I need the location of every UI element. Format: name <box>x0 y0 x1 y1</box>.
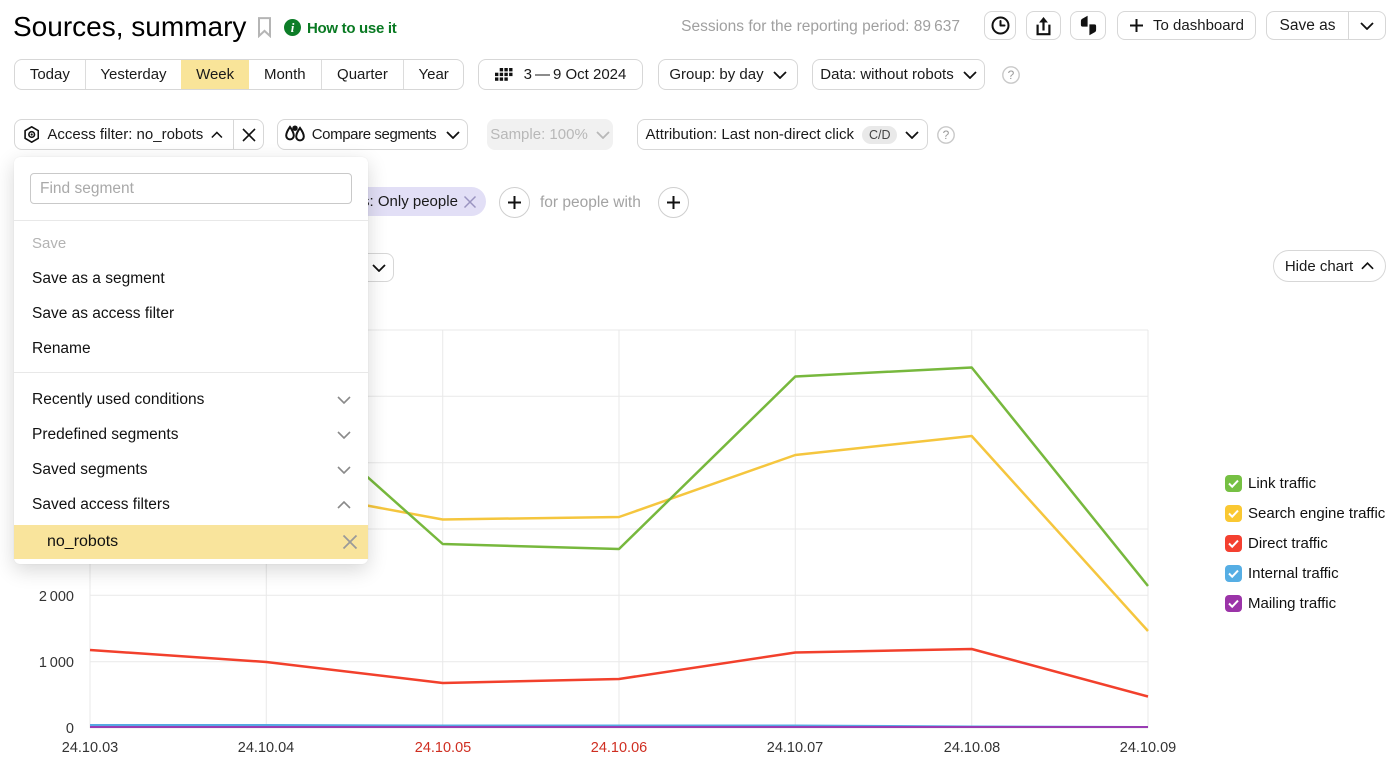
svg-text:i: i <box>291 20 295 35</box>
svg-text:24.10.03: 24.10.03 <box>62 740 118 756</box>
svg-text:24.10.05: 24.10.05 <box>415 740 471 756</box>
svg-text:24.10.07: 24.10.07 <box>767 740 823 756</box>
svg-text:0: 0 <box>66 721 74 737</box>
svg-text:?: ? <box>943 128 950 142</box>
svg-text:24.10.04: 24.10.04 <box>238 740 294 756</box>
svg-text:24.10.08: 24.10.08 <box>944 740 1000 756</box>
svg-text:1 000: 1 000 <box>39 655 74 671</box>
svg-text:?: ? <box>1008 68 1015 82</box>
svg-text:24.10.09: 24.10.09 <box>1120 740 1176 756</box>
svg-text:2 000: 2 000 <box>39 589 74 605</box>
svg-text:24.10.06: 24.10.06 <box>591 740 647 756</box>
